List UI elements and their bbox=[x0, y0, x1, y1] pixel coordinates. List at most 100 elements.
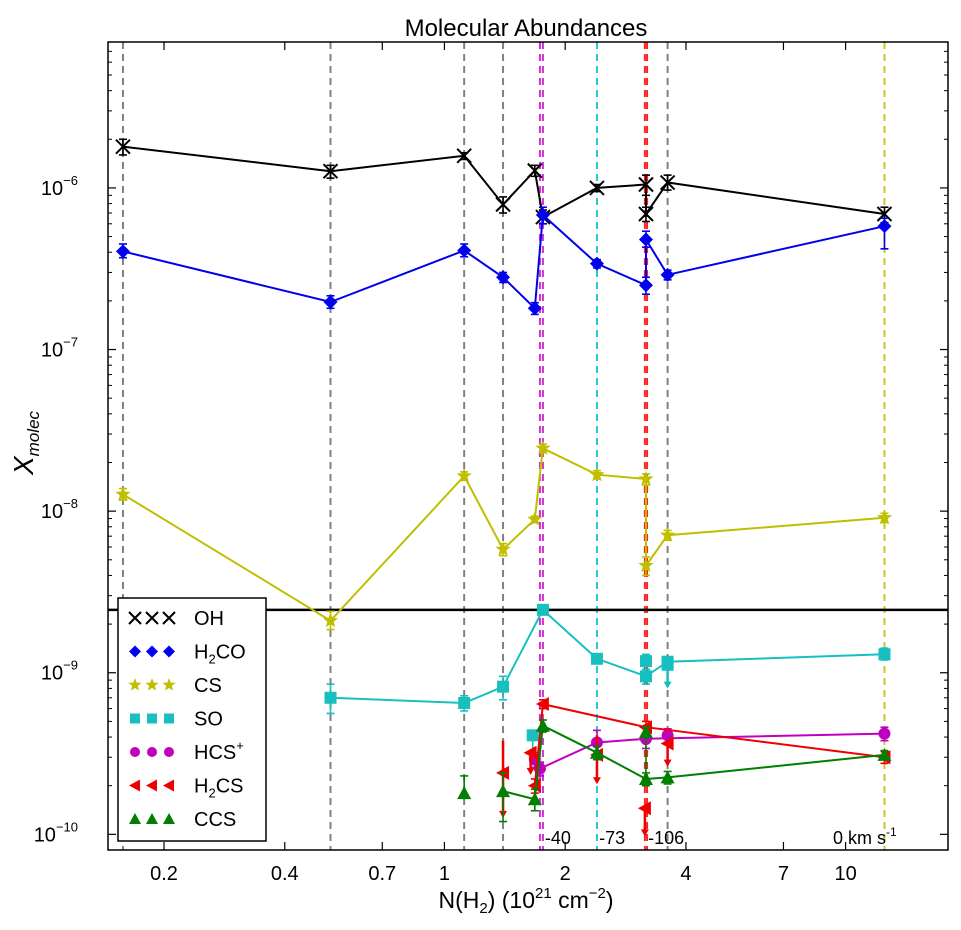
legend-label: HCS+ bbox=[194, 738, 244, 764]
x-tick-label: 0.2 bbox=[150, 863, 178, 885]
data-point-cs-0 bbox=[115, 486, 131, 501]
legend-label: CCS bbox=[194, 809, 236, 831]
data-point-so-3 bbox=[536, 603, 549, 616]
data-point-hcsplus-3 bbox=[878, 727, 891, 740]
series-h2co bbox=[115, 206, 892, 316]
data-point-oh-6 bbox=[589, 180, 605, 196]
upper-limit-so-0 bbox=[661, 658, 674, 689]
x-tick-label: 10 bbox=[834, 863, 856, 885]
data-point-h2co-5 bbox=[535, 208, 550, 223]
data-point-oh-3 bbox=[495, 196, 511, 213]
data-point-oh-1 bbox=[322, 163, 339, 179]
legend-entry-hcsplus: HCS+ bbox=[130, 738, 244, 764]
data-point-so-8 bbox=[526, 729, 539, 742]
data-point-h2co-4 bbox=[527, 301, 542, 316]
data-point-so-5 bbox=[639, 670, 652, 683]
error-bar-ccs-0 bbox=[499, 772, 508, 823]
data-point-cs-7 bbox=[638, 471, 654, 486]
annotation-1: -73 bbox=[599, 828, 625, 848]
plot-frame bbox=[107, 41, 949, 851]
legend-entry-so: SO bbox=[130, 709, 223, 731]
data-point-cs-4 bbox=[527, 511, 543, 526]
data-point-cs-9 bbox=[659, 527, 676, 542]
data-point-h2co-6 bbox=[589, 256, 604, 271]
data-point-h2co-0 bbox=[115, 244, 130, 259]
x-tick-label: 2 bbox=[560, 863, 571, 885]
legend-label: OH bbox=[194, 608, 224, 630]
data-point-oh-9 bbox=[659, 174, 676, 191]
upper-limit-h2cs-1 bbox=[523, 745, 537, 775]
data-point-so-0 bbox=[324, 691, 337, 704]
x-axis-label: N(H2) (1021 cm−2) bbox=[438, 885, 613, 917]
data-point-oh-10 bbox=[876, 206, 893, 222]
data-point-h2co-2 bbox=[457, 243, 472, 258]
legend-entry-h2co: H2CO bbox=[129, 642, 246, 667]
velocity-annotations: -40 -73 -106 0 km s-1 bbox=[545, 825, 897, 848]
data-point-cs-8 bbox=[638, 557, 654, 573]
y-tick-label: 10−6 bbox=[41, 173, 78, 200]
data-point-h2co-8 bbox=[638, 232, 653, 247]
upper-limit-h2cs-4 bbox=[660, 736, 674, 767]
data-point-cs-5 bbox=[535, 440, 551, 455]
legend-box bbox=[117, 597, 267, 842]
data-point-so-4 bbox=[590, 652, 603, 665]
annotation-0: -40 bbox=[545, 828, 571, 848]
data-point-oh-7 bbox=[638, 176, 654, 193]
data-point-cs-6 bbox=[589, 466, 605, 482]
series-layer bbox=[115, 138, 893, 837]
velocity-lines bbox=[121, 42, 886, 850]
data-point-h2co-1 bbox=[323, 294, 338, 309]
y-axis-label: Xmolec bbox=[8, 410, 43, 476]
data-point-cs-3 bbox=[495, 541, 511, 556]
x-tick-label: 4 bbox=[680, 863, 691, 885]
series-ccs bbox=[457, 718, 892, 823]
data-point-h2co-10 bbox=[877, 219, 892, 234]
y-tick-label: 10−7 bbox=[41, 335, 78, 362]
legend-entry-h2cs: H2CS bbox=[129, 776, 243, 801]
data-point-so-7 bbox=[878, 648, 891, 661]
y-tick-label: 10−8 bbox=[41, 496, 78, 523]
data-point-cs-2 bbox=[456, 467, 472, 483]
data-point-oh-8 bbox=[638, 206, 654, 222]
data-point-so-9 bbox=[639, 655, 652, 668]
legend: OH H2CO CS SO HCS+ H2CS CCS bbox=[117, 597, 267, 842]
data-point-ccs-0 bbox=[496, 784, 511, 798]
data-point-h2cs-1 bbox=[535, 697, 549, 712]
legend-entry-ccs: CCS bbox=[129, 809, 236, 831]
data-point-oh-0 bbox=[115, 138, 131, 155]
upper-limit-h2cs-3 bbox=[637, 801, 651, 837]
x-tick-label: 0.4 bbox=[271, 863, 299, 885]
y-tick-label: 10−9 bbox=[41, 658, 78, 685]
axes: 0.2 0.4 0.7 1 2 4 7 10 10−10 10−9 10−8 10−7 10−6 bbox=[34, 41, 949, 885]
legend-label: H2CS bbox=[194, 776, 243, 801]
data-point-oh-2 bbox=[456, 148, 472, 164]
series-line-h2cs bbox=[533, 702, 885, 786]
y-tick-label: 10−10 bbox=[34, 819, 78, 846]
chart-title: Molecular Abundances bbox=[405, 15, 648, 42]
legend-label: CS bbox=[194, 675, 222, 697]
data-point-ccs-2 bbox=[535, 718, 550, 732]
x-tick-label: 0.7 bbox=[368, 863, 396, 885]
series-cs bbox=[115, 440, 893, 631]
data-point-cs-1 bbox=[322, 612, 339, 628]
series-line-hcsplus bbox=[539, 732, 885, 770]
annotation-3: 0 km s-1 bbox=[833, 825, 897, 848]
x-tick-label: 1 bbox=[439, 863, 450, 885]
data-point-ccs-5 bbox=[660, 770, 675, 784]
data-point-ccs-8 bbox=[638, 724, 653, 738]
data-point-h2co-3 bbox=[496, 270, 511, 285]
data-point-cs-10 bbox=[876, 509, 893, 525]
data-point-h2co-9 bbox=[660, 267, 675, 282]
legend-label: H2CO bbox=[194, 642, 246, 667]
x-tick-label: 7 bbox=[778, 863, 789, 885]
data-point-so-1 bbox=[458, 696, 471, 709]
data-point-so-2 bbox=[497, 680, 510, 693]
data-point-ccs-3 bbox=[589, 745, 604, 759]
data-point-ccs-6 bbox=[877, 747, 892, 761]
data-point-ccs-7 bbox=[457, 786, 472, 800]
legend-entry-cs: CS bbox=[128, 675, 222, 697]
annotation-2: -106 bbox=[648, 828, 684, 848]
legend-label: SO bbox=[194, 709, 223, 731]
data-point-oh-4 bbox=[527, 162, 543, 179]
